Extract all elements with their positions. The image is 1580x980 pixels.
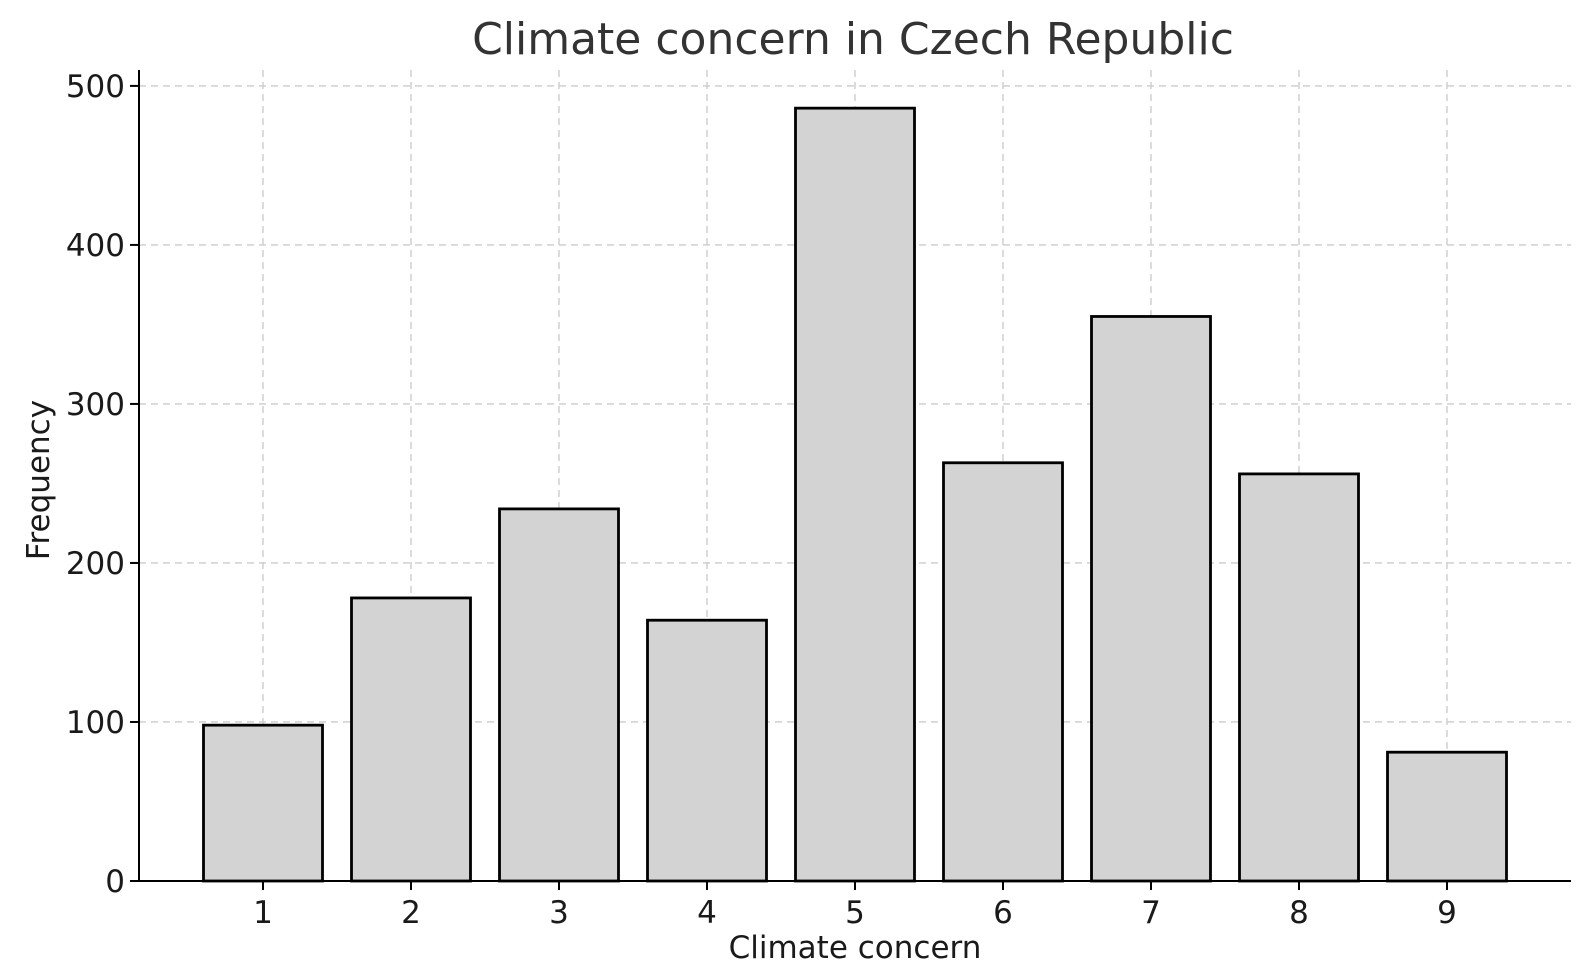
y-tick-label: 500 — [66, 69, 125, 105]
bar — [942, 461, 1064, 883]
x-tick-label: 1 — [253, 895, 273, 931]
x-tick-label: 2 — [401, 895, 421, 931]
chart-title: Climate concern in Czech Republic — [472, 14, 1234, 65]
y-tick-label: 0 — [105, 864, 125, 900]
x-axis-label: Climate concern — [729, 930, 982, 966]
x-tick-label: 3 — [549, 895, 569, 931]
x-tick-label: 8 — [1289, 895, 1309, 931]
bar — [202, 723, 324, 883]
bar — [794, 106, 916, 883]
x-tick-label: 9 — [1437, 895, 1457, 931]
bar — [1238, 472, 1360, 883]
bar — [498, 507, 620, 883]
y-axis-label: Frequency — [21, 400, 57, 560]
bars — [202, 106, 1508, 883]
x-tick-label: 6 — [993, 895, 1013, 931]
y-tick-label: 100 — [66, 705, 125, 741]
y-tick-label: 400 — [66, 228, 125, 264]
bar — [350, 596, 472, 883]
bar — [1386, 750, 1508, 883]
y-tick-label: 300 — [66, 387, 125, 423]
bar — [646, 618, 768, 883]
x-tick-label: 5 — [845, 895, 865, 931]
ticks: 0 100 200 300 400 500 1 2 3 4 5 6 7 8 9 — [66, 69, 1457, 931]
x-tick-label: 4 — [697, 895, 717, 931]
bar — [1090, 315, 1212, 883]
y-tick-label: 200 — [66, 546, 125, 582]
x-tick-label: 7 — [1141, 895, 1161, 931]
